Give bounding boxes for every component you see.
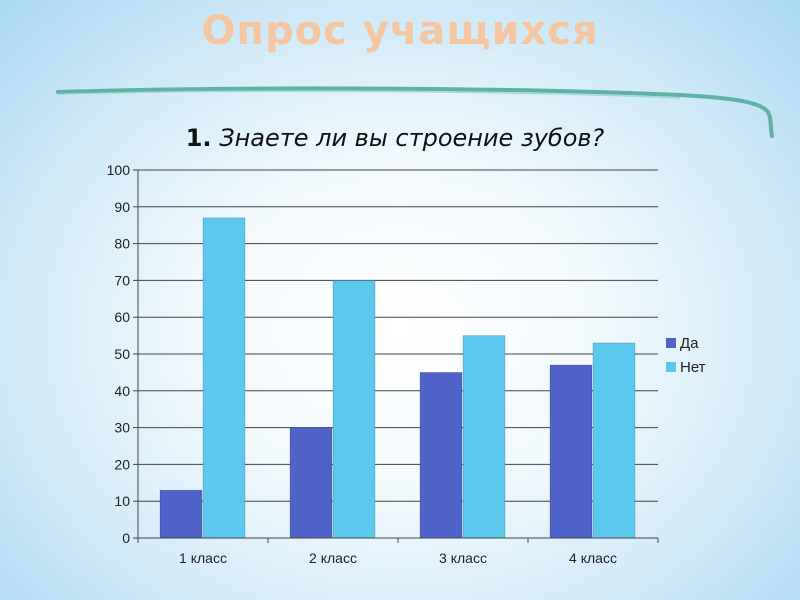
decorative-underline [56, 86, 774, 138]
legend-label-da: Да [680, 335, 699, 352]
bar-da-4 [549, 364, 593, 539]
slide-title: Опрос учащихся [201, 8, 599, 54]
chart-title-text: Знаете ли вы строение зубов? [219, 124, 605, 152]
bar-da-1 [159, 489, 203, 539]
bar-net-4 [592, 342, 636, 539]
y-tick-label: 70 [114, 272, 130, 288]
x-tick-label: 2 класс [309, 550, 357, 566]
bar-net-2 [332, 280, 376, 539]
y-tick-label: 40 [114, 383, 130, 399]
y-tick-label: 20 [114, 456, 130, 472]
legend-label-net: Нет [680, 359, 706, 376]
x-tick-label: 4 класс [569, 550, 617, 566]
y-tick-label: 100 [107, 162, 131, 178]
y-tick-label: 60 [114, 309, 130, 325]
y-tick-label: 0 [122, 530, 130, 546]
y-tick-label: 10 [114, 493, 130, 509]
y-tick-label: 90 [114, 199, 130, 215]
y-tick-label: 80 [114, 236, 130, 252]
bar-da-3 [419, 372, 463, 539]
chart-title-number: 1. [185, 124, 212, 152]
y-tick-label: 50 [114, 346, 130, 362]
bar-da-2 [289, 427, 333, 539]
y-tick-label: 30 [114, 420, 130, 436]
legend-swatch-net [666, 362, 676, 372]
bar-net-1 [202, 217, 246, 539]
x-tick-label: 3 класс [439, 550, 487, 566]
legend-swatch-da [666, 338, 676, 348]
bar-net-3 [462, 335, 506, 539]
x-tick-label: 1 класс [179, 550, 227, 566]
chart-title: 1. Знаете ли вы строение зубов? [0, 124, 790, 152]
